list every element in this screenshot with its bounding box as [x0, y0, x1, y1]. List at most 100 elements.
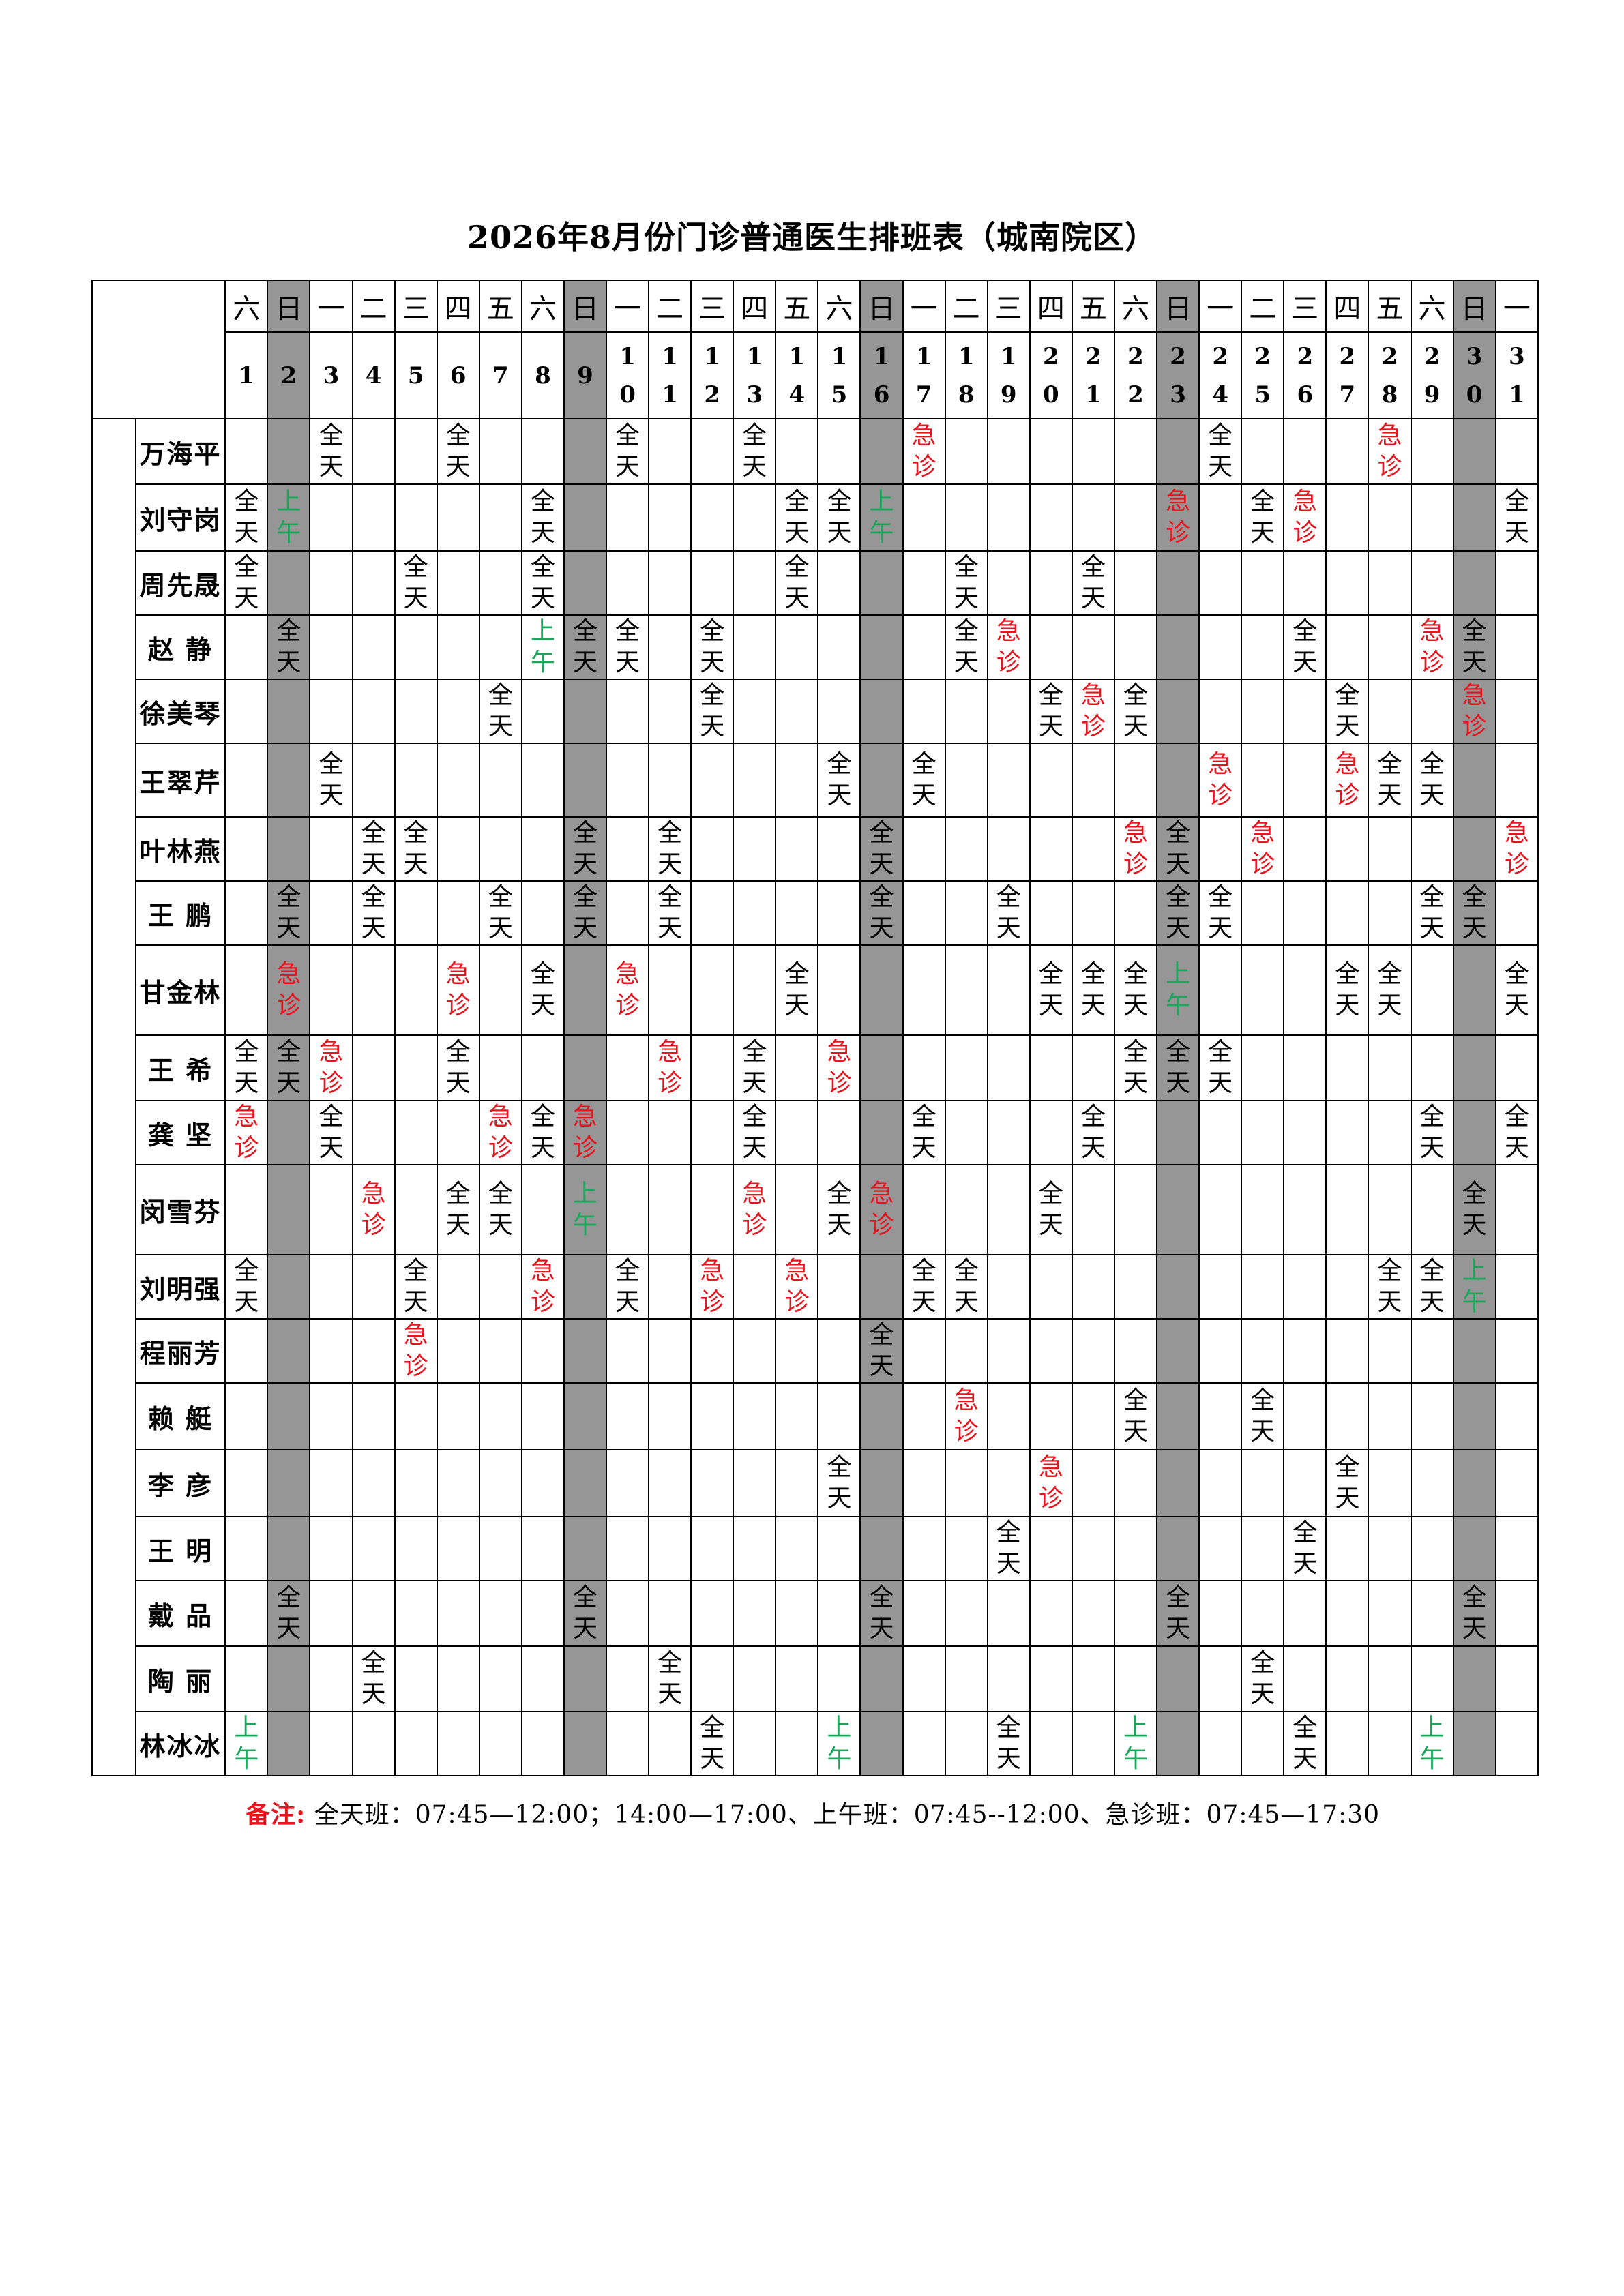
shift-cell	[1241, 1449, 1285, 1517]
shift-cell	[690, 880, 735, 946]
shift-label: 全天	[827, 1180, 852, 1239]
shift-cell: 急诊	[817, 1034, 861, 1101]
shift-label: 全天	[488, 883, 513, 942]
shift-cell	[394, 1164, 438, 1255]
shift-cell: 全天	[520, 1100, 565, 1165]
shift-cell	[733, 1711, 777, 1776]
shift-cell	[648, 1580, 692, 1647]
shift-cell: 全天	[1325, 679, 1370, 744]
shift-label: 急诊	[319, 1038, 344, 1097]
shift-cell: 全天	[267, 1034, 311, 1101]
shift-label: 全天	[1377, 750, 1402, 809]
day-number: 5	[407, 361, 424, 389]
shift-cell	[224, 1318, 269, 1384]
left-margin-cell	[91, 418, 136, 1776]
shift-cell	[648, 1449, 692, 1517]
shift-cell	[690, 1164, 735, 1255]
shift-label: 急诊	[784, 1257, 810, 1316]
shift-cell	[1113, 743, 1158, 818]
shift-cell	[606, 1645, 650, 1712]
shift-label: 急诊	[1419, 617, 1445, 676]
shift-label: 全天	[1038, 681, 1063, 741]
shift-cell	[1410, 1580, 1454, 1647]
shift-cell	[1198, 944, 1243, 1036]
shift-label: 全天	[530, 553, 555, 612]
weekday-header: 二	[1241, 280, 1285, 333]
shift-cell	[648, 614, 692, 680]
shift-label: 全天	[700, 617, 725, 676]
shift-cell: 全天	[224, 1034, 269, 1101]
shift-cell	[1198, 679, 1243, 744]
shift-cell: 全天	[1325, 1449, 1370, 1517]
shift-cell	[520, 816, 565, 882]
shift-cell	[224, 880, 269, 946]
shift-label: 全天	[869, 819, 894, 878]
shift-cell: 全天	[1283, 614, 1327, 680]
shift-cell	[986, 418, 1031, 485]
shift-cell: 上午	[1156, 944, 1200, 1036]
shift-cell: 急诊	[859, 1164, 904, 1255]
shift-cell	[1410, 1164, 1454, 1255]
shift-cell: 上午	[520, 614, 565, 680]
shift-cell: 全天	[478, 679, 522, 744]
shift-cell	[1241, 550, 1285, 616]
doctor-row: 程丽芳 急诊 全天	[92, 1318, 1539, 1384]
shift-label: 全天	[1377, 1257, 1402, 1316]
shift-label: 全天	[954, 617, 979, 676]
shift-cell	[817, 944, 861, 1036]
shift-cell	[986, 1164, 1031, 1255]
shift-cell	[1241, 1100, 1285, 1165]
shift-cell	[478, 944, 522, 1036]
shift-cell	[944, 1100, 988, 1165]
shift-label: 全天	[403, 1257, 428, 1316]
shift-cell	[1368, 1318, 1412, 1384]
weekday-header: 五	[478, 280, 522, 333]
shift-label: 全天	[1250, 1386, 1275, 1446]
shift-cell: 全天	[394, 550, 438, 616]
weekday-header: 六	[1410, 280, 1454, 333]
shift-cell	[1029, 418, 1073, 485]
shift-label: 全天	[319, 1103, 344, 1162]
shift-cell: 上午	[1113, 1711, 1158, 1776]
shift-cell	[1241, 1711, 1285, 1776]
shift-cell	[1241, 1580, 1285, 1647]
shift-cell	[606, 743, 650, 818]
shift-cell	[1410, 944, 1454, 1036]
shift-cell	[1156, 550, 1200, 616]
shift-cell	[436, 614, 480, 680]
weekday-header: 二	[648, 280, 692, 333]
shift-cell	[1071, 1516, 1115, 1581]
shift-cell: 全天	[648, 880, 692, 946]
shift-cell	[733, 1449, 777, 1517]
shift-cell	[690, 816, 735, 882]
shift-cell	[1325, 483, 1370, 552]
shift-cell: 全天	[944, 1254, 988, 1320]
shift-cell	[1156, 1100, 1200, 1165]
shift-cell	[1071, 1254, 1115, 1320]
shift-cell	[1156, 679, 1200, 744]
shift-cell	[986, 743, 1031, 818]
shift-cell	[1113, 418, 1158, 485]
shift-cell	[1283, 1254, 1327, 1320]
shift-cell	[859, 1382, 904, 1450]
doctor-row: 刘明强全天全天急诊全天急诊急诊全天全天全天全天上午	[92, 1254, 1539, 1320]
shift-label: 全天	[530, 1103, 555, 1162]
shift-cell	[817, 880, 861, 946]
shift-cell	[478, 1645, 522, 1712]
shift-cell	[563, 550, 608, 616]
shift-cell	[775, 1645, 819, 1712]
shift-label: 全天	[742, 1103, 767, 1162]
doctor-row: 王 明 全天 全天	[92, 1516, 1539, 1581]
shift-cell: 急诊	[1283, 483, 1327, 552]
shift-label: 全天	[1335, 1453, 1360, 1512]
shift-cell	[1241, 1164, 1285, 1255]
doctor-row: 龚 坚急诊全天急诊全天急诊全天全天全天全天全天	[92, 1100, 1539, 1165]
shift-cell: 全天	[478, 880, 522, 946]
shift-cell: 全天	[520, 483, 565, 552]
shift-cell: 全天	[563, 614, 608, 680]
